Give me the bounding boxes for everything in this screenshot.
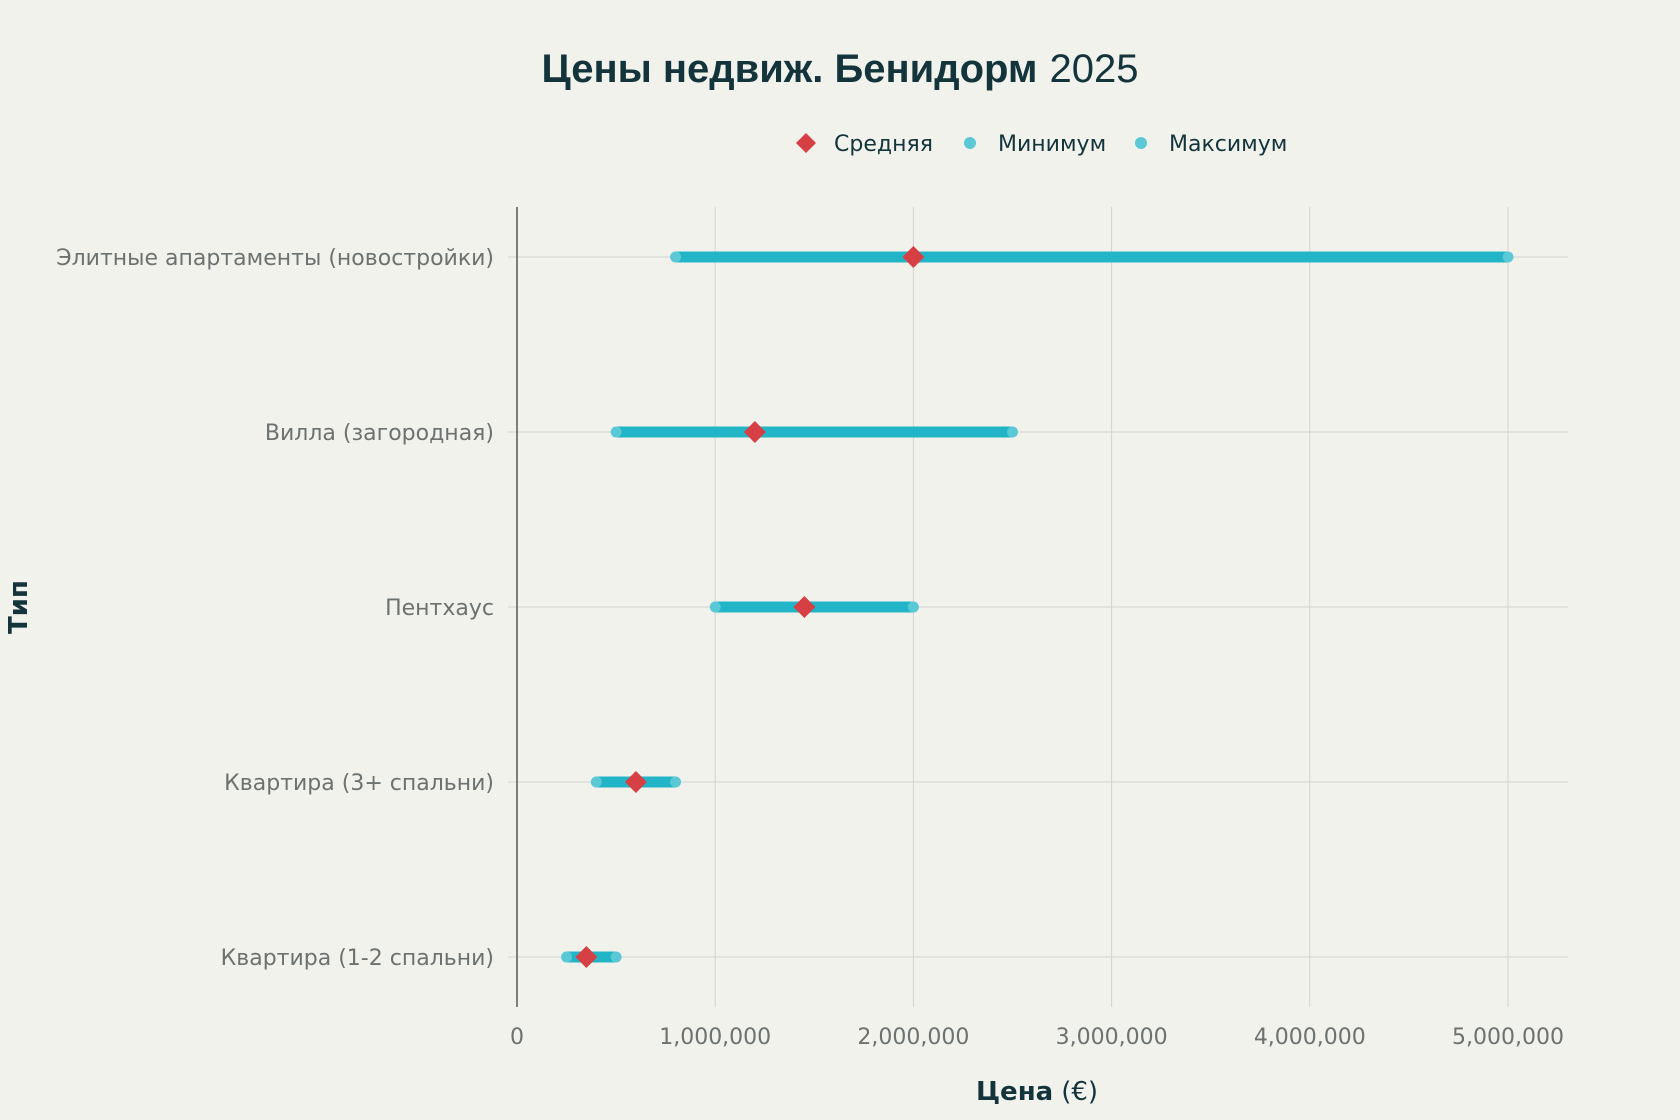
max-point: [1007, 426, 1018, 438]
y-tick-label: Вилла (загородная): [265, 421, 494, 446]
legend-label: Средняя: [834, 132, 933, 157]
legend-label: Минимум: [998, 132, 1106, 157]
legend-item-средняя: Средняя: [796, 132, 933, 157]
max-point: [1502, 251, 1514, 263]
max-point: [670, 776, 682, 788]
legend-circle-marker: [964, 137, 976, 149]
y-tick-label: Пентхаус: [385, 596, 494, 621]
x-tick-label: 4,000,000: [1254, 1025, 1366, 1050]
legend-circle-marker: [1135, 137, 1147, 149]
y-tick-label: Элитные апартаменты (новостройки): [56, 246, 494, 271]
data-marks: [561, 246, 1514, 968]
x-axis-label: Цена (€): [976, 1077, 1098, 1107]
chart-title-year: 2025: [1050, 47, 1139, 91]
chart-title: Цены недвиж. Бенидорм 2025: [542, 47, 1139, 91]
legend-label: Максимум: [1169, 132, 1287, 157]
min-point: [670, 251, 682, 263]
legend: Средняя Минимум Максимум: [796, 132, 1287, 157]
legend-diamond-marker: [796, 133, 816, 153]
average-point: [743, 421, 766, 443]
legend-item-максимум: Максимум: [1135, 132, 1287, 157]
min-point: [561, 951, 573, 963]
y-axis-label: Тип: [4, 580, 34, 634]
x-tick-label: 3,000,000: [1056, 1025, 1168, 1050]
min-point: [709, 601, 721, 613]
x-axis-ticks: 0 1,000,000 2,000,000 3,000,000 4,000,000 5,0…: [510, 1025, 1564, 1050]
average-point: [902, 246, 925, 268]
chart-title-main: Цены недвиж. Бенидорм: [542, 47, 1038, 91]
min-point: [610, 426, 622, 438]
x-tick-label: 5,000,000: [1452, 1025, 1564, 1050]
grid: [508, 207, 1568, 1007]
average-point: [575, 946, 598, 968]
max-point: [907, 601, 919, 613]
min-point: [590, 776, 602, 788]
max-point: [610, 951, 622, 963]
x-tick-label: 2,000,000: [857, 1025, 969, 1050]
x-tick-label: 0: [510, 1025, 524, 1050]
x-axis-label-main: Цена: [976, 1077, 1053, 1107]
y-tick-label: Квартира (1-2 спальни): [221, 946, 494, 971]
average-point: [624, 771, 647, 793]
average-point: [793, 596, 816, 618]
x-tick-label: 1,000,000: [659, 1025, 771, 1050]
legend-item-минимум: Минимум: [964, 132, 1106, 157]
y-tick-label: Квартира (3+ спальни): [224, 771, 494, 796]
y-axis-ticks: Квартира (1-2 спальни) Квартира (3+ спаль…: [56, 246, 494, 971]
x-axis-label-unit: (€): [1061, 1077, 1098, 1107]
